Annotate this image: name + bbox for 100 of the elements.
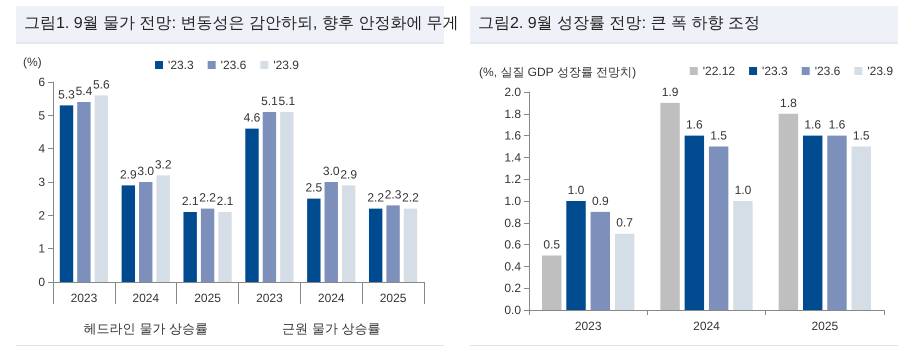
- data-label: 1.8: [780, 96, 798, 110]
- y-tick-label: 0.2: [504, 281, 522, 296]
- bar: [733, 201, 753, 310]
- y-tick-label: 0.4: [504, 259, 522, 274]
- bar: [614, 234, 634, 310]
- data-label: 3.0: [322, 164, 340, 178]
- data-label: 2.3: [384, 187, 402, 202]
- chart-title: 그림1. 9월 물가 전망: 변동성은 감안하되, 향후 안정화에 무게: [23, 14, 459, 34]
- y-tick-label: 2: [38, 208, 46, 222]
- y-tick-label: 1.8: [504, 106, 522, 121]
- x-tick-label: 2025: [194, 291, 222, 305]
- bar: [77, 102, 91, 282]
- bar: [262, 112, 276, 282]
- text: 헤드라인 물가 상승률: [84, 321, 208, 336]
- data-label: 5.1: [261, 94, 278, 108]
- bar: [386, 205, 400, 282]
- y-axis-title: (%, 실질 GDP 성장률 전망치): [479, 65, 636, 79]
- legend-label: '23.6: [814, 64, 841, 78]
- data-label: 2.2: [199, 190, 216, 205]
- bar: [684, 136, 704, 310]
- bar: [307, 198, 321, 282]
- data-label: 1.6: [686, 118, 704, 132]
- data-label: 1.9: [662, 84, 679, 99]
- data-label: 2.2: [402, 190, 420, 205]
- bar: [827, 136, 847, 310]
- data-label: 1.6: [828, 118, 846, 132]
- data-label: 2.5: [305, 180, 322, 195]
- legend-label: '23.3: [762, 64, 788, 78]
- y-tick-label: 3: [38, 175, 46, 189]
- bar: [324, 182, 338, 282]
- data-label: 1.5: [710, 128, 728, 142]
- chart-title: 그림2. 9월 성장률 전망: 큰 폭 하향 조정: [470, 6, 898, 44]
- bar: [660, 102, 680, 310]
- bar: [200, 208, 214, 282]
- legend-label: '23.6: [220, 58, 247, 72]
- text: 근원 물가 상승률: [282, 321, 380, 336]
- data-label: 5.6: [92, 77, 110, 92]
- data-label: 5.1: [278, 94, 296, 108]
- legend-label: '22.12: [702, 64, 736, 78]
- y-tick-label: 0.8: [504, 216, 522, 230]
- x-tick-label: 2023: [70, 291, 98, 305]
- legend-label: '23.3: [168, 58, 194, 72]
- data-label: 2.1: [216, 194, 234, 208]
- bar: [802, 136, 822, 310]
- y-tick-label: 1.6: [504, 128, 522, 143]
- y-tick-label: 1.0: [504, 194, 522, 208]
- data-label: 1.0: [568, 183, 585, 197]
- bar: [245, 128, 259, 282]
- data-label: 2.9: [120, 167, 137, 182]
- bar: [122, 185, 136, 282]
- x-tick-label: 2024: [318, 291, 345, 305]
- bar: [566, 201, 586, 310]
- bar: [139, 182, 152, 282]
- data-label: 3.0: [137, 164, 154, 178]
- data-label: 5.4: [76, 84, 93, 98]
- bar: [590, 212, 610, 310]
- data-label: 0.5: [543, 238, 560, 252]
- data-label: 0.7: [616, 216, 634, 230]
- data-label: 2.9: [340, 167, 358, 182]
- bar: [60, 105, 74, 282]
- bar: [542, 256, 562, 310]
- data-label: 4.6: [244, 110, 261, 125]
- data-label: 1.0: [734, 183, 752, 197]
- x-tick-label: 2024: [693, 319, 720, 333]
- data-label: 2.1: [182, 194, 199, 208]
- y-tick-label: 2.0: [504, 85, 522, 99]
- legend-label: '23.9: [867, 64, 894, 78]
- bar: [852, 146, 871, 310]
- bar: [368, 208, 382, 282]
- bar: [183, 212, 197, 282]
- bar: [280, 112, 294, 282]
- data-label: 5.3: [58, 87, 76, 102]
- bar: [708, 146, 728, 310]
- x-tick-label: 2025: [811, 319, 839, 333]
- bar: [342, 185, 356, 282]
- bar: [156, 175, 170, 282]
- y-tick-label: 0: [38, 275, 46, 289]
- y-tick-label: 0.6: [504, 238, 522, 252]
- y-tick-label: 0.0: [504, 303, 522, 317]
- data-label: 2.2: [367, 190, 384, 205]
- bar: [778, 114, 798, 310]
- y-tick-label: 6: [38, 75, 46, 89]
- bar: [218, 212, 232, 282]
- x-tick-label: 2023: [574, 319, 602, 333]
- y-axis-title: (%): [23, 55, 42, 69]
- data-label: 1.6: [804, 118, 822, 132]
- y-tick-label: 1: [38, 242, 46, 256]
- bar: [404, 208, 418, 282]
- bar: [94, 95, 108, 282]
- x-tick-label: 2023: [256, 291, 284, 305]
- x-tick-label: 2024: [132, 291, 160, 305]
- data-label: 3.2: [154, 157, 172, 172]
- y-tick-label: 1.2: [504, 172, 522, 186]
- legend-label: '23.9: [273, 58, 300, 72]
- data-label: 0.9: [592, 194, 609, 208]
- y-tick-label: 1.4: [504, 150, 522, 164]
- y-tick-label: 5: [38, 108, 46, 122]
- y-tick-label: 4: [38, 142, 46, 156]
- data-label: 1.5: [852, 128, 870, 142]
- x-tick-label: 2025: [380, 291, 407, 305]
